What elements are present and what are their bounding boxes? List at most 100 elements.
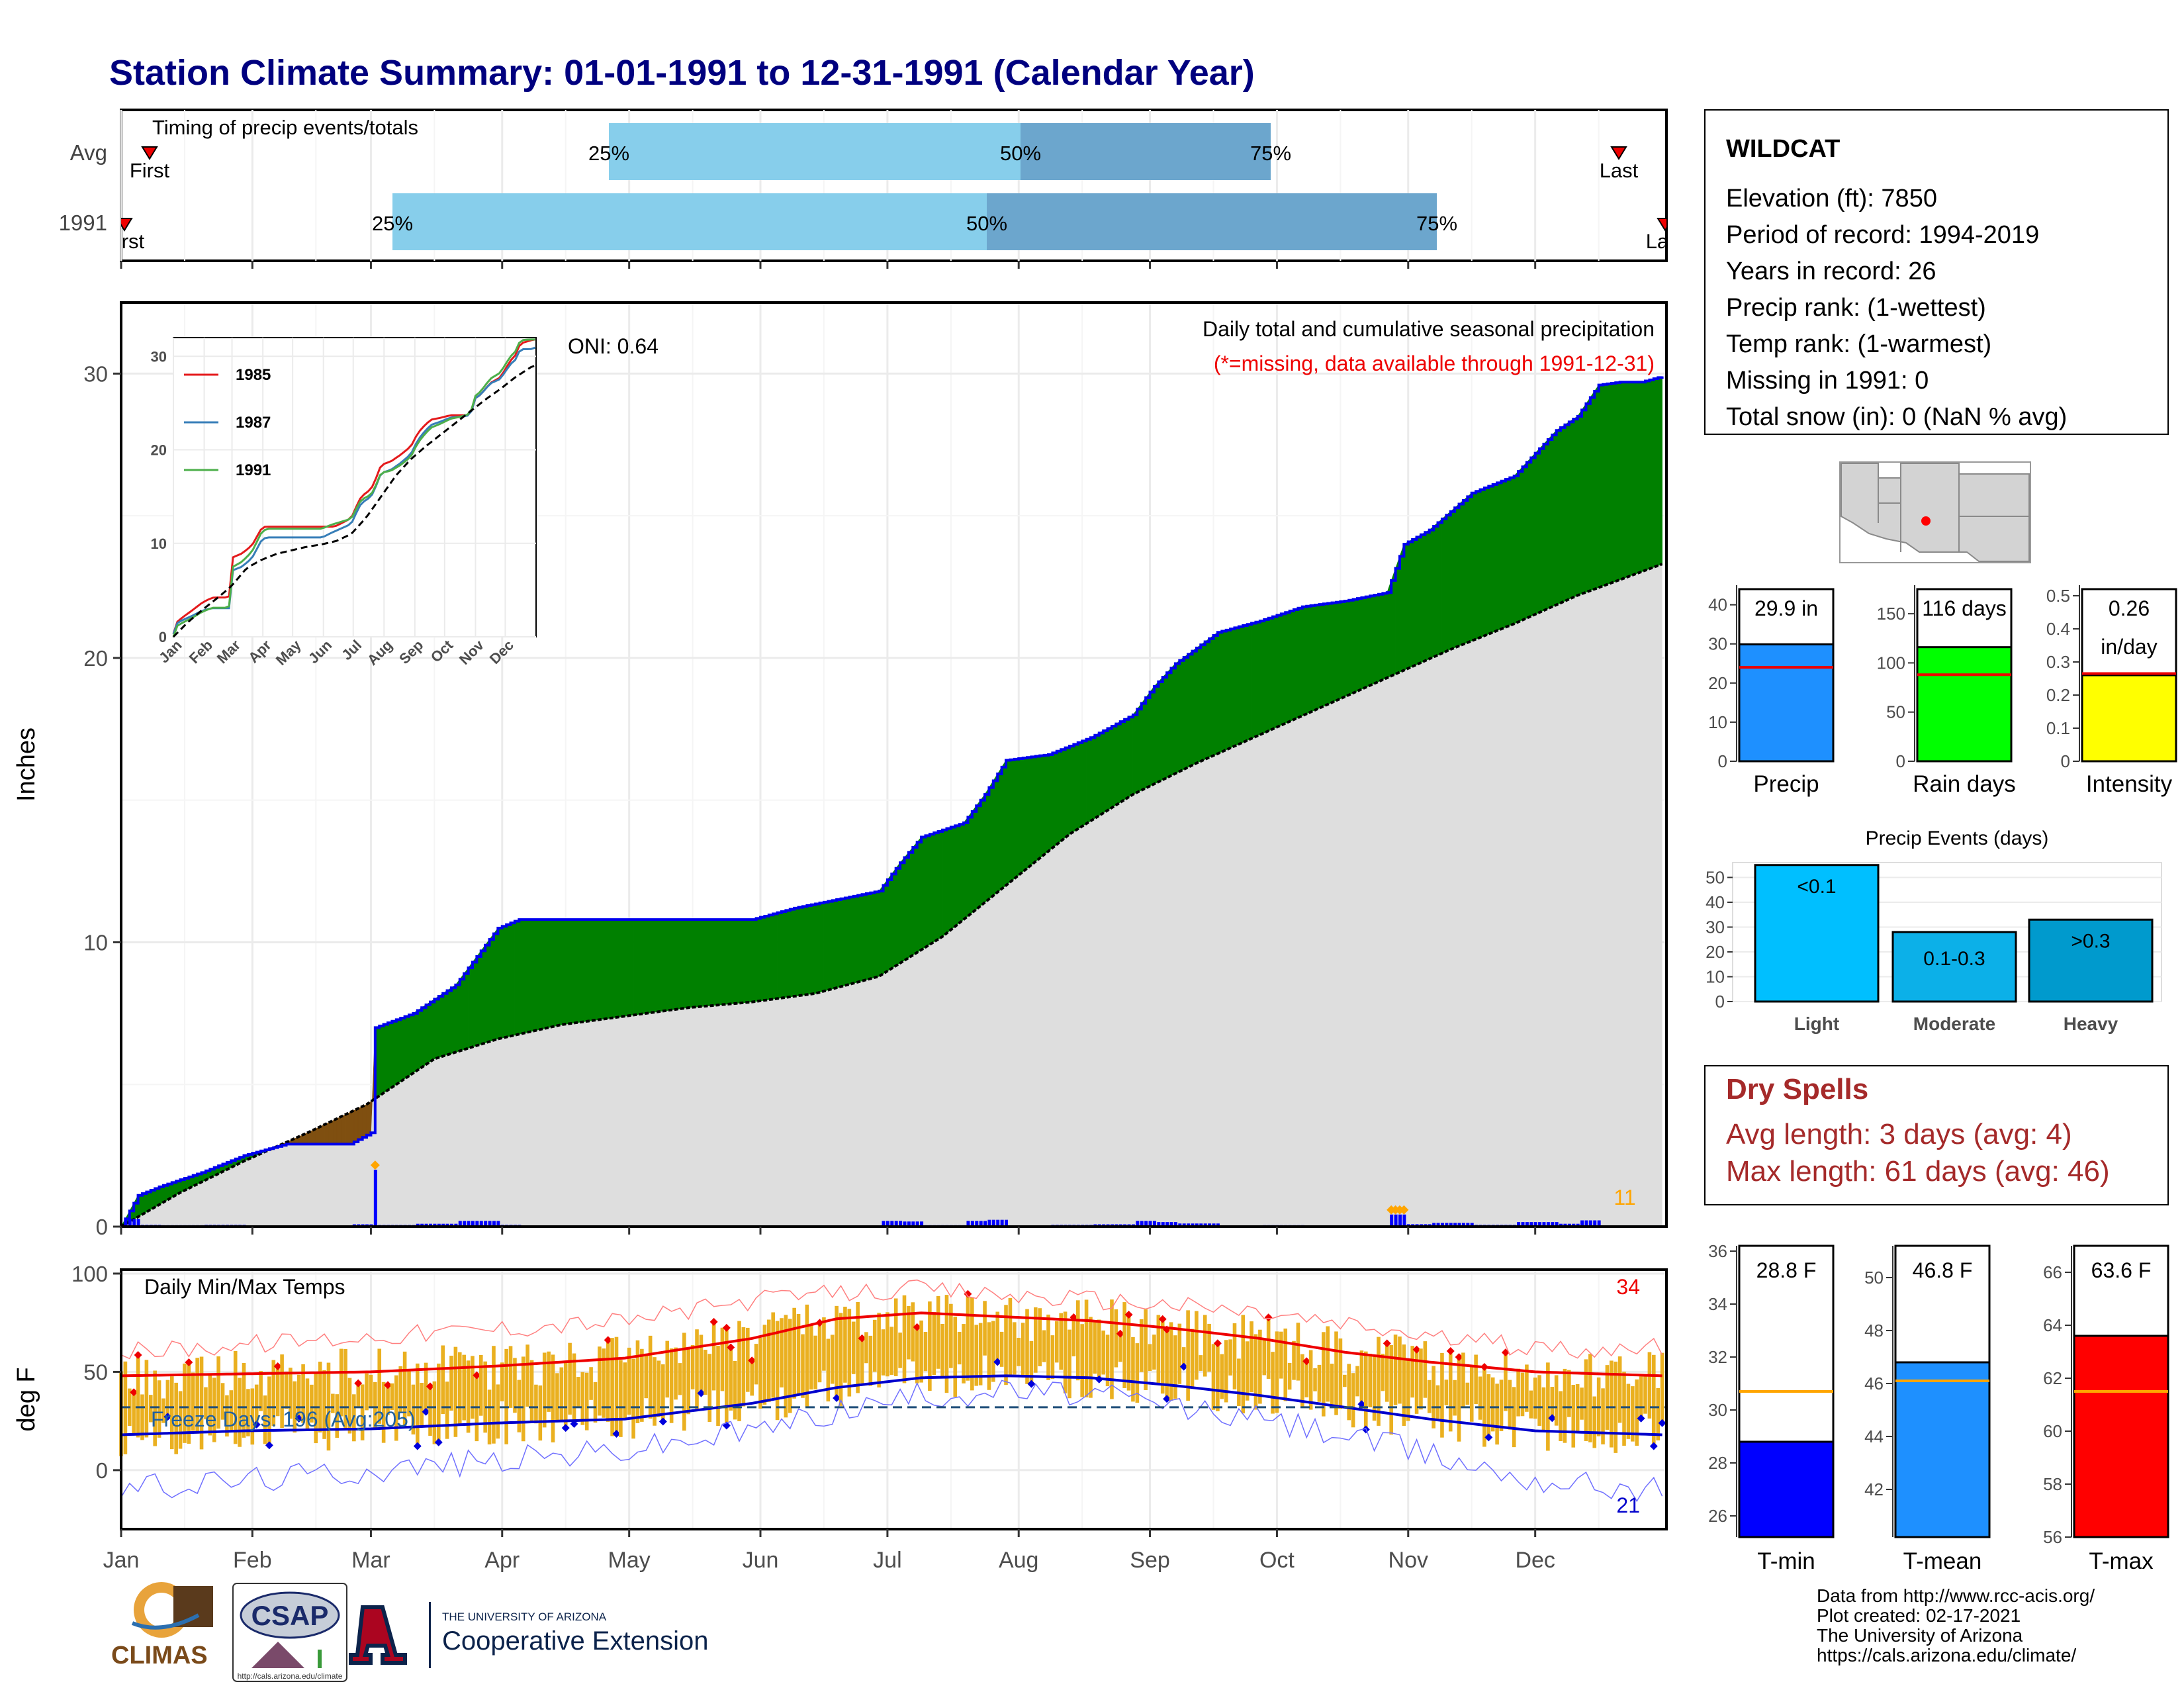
stat-tick-label: 0 — [2061, 751, 2070, 771]
precip-diff-segment — [1623, 381, 1629, 579]
tbar-name-label: T-min — [1757, 1548, 1815, 1574]
daily-precip-bar — [1529, 1222, 1533, 1227]
daily-temp-bar — [792, 1307, 796, 1399]
station-name: WILDCAT — [1726, 135, 1840, 163]
daily-temp-bar — [1283, 1328, 1288, 1401]
daily-temp-bar — [1004, 1305, 1008, 1385]
precip-diff-segment — [1039, 755, 1044, 859]
daily-precip-bar — [1136, 1221, 1140, 1227]
daily-precip-bar — [991, 1219, 995, 1227]
daily-temp-bar — [411, 1384, 416, 1434]
precip-diff-segment — [946, 827, 952, 934]
daily-temp-bar — [356, 1384, 361, 1409]
daily-temp-bar — [428, 1387, 432, 1436]
daily-temp-bar — [318, 1362, 322, 1432]
precip-diff-segment — [1383, 592, 1388, 680]
stat-tick-label: 0 — [1718, 751, 1727, 771]
daily-temp-bar — [296, 1374, 301, 1417]
daily-temp-bar — [602, 1348, 606, 1418]
daily-precip-bar — [136, 1219, 140, 1227]
daily-precip-bar — [1390, 1214, 1394, 1227]
precip-diff-segment — [772, 912, 778, 1000]
precip-diff-segment — [387, 1021, 392, 1091]
precip-diff-segment — [590, 919, 596, 1021]
daily-temp-bar — [1474, 1354, 1478, 1405]
daily-temp-bar — [911, 1302, 915, 1362]
daily-temp-bar — [529, 1360, 534, 1422]
daily-temp-bar — [1652, 1354, 1656, 1445]
daily-temp-bar — [1186, 1310, 1190, 1401]
daily-temp-bar — [1131, 1336, 1135, 1402]
daily-precip-bar — [437, 1223, 441, 1227]
month-label: Nov — [1388, 1548, 1428, 1573]
stat-tick-label: 100 — [1877, 653, 1905, 673]
precip-diff-segment — [1251, 622, 1256, 739]
month-label: May — [608, 1548, 651, 1573]
credits: Data from http://www.rcc-acis.org/ Plot … — [1817, 1585, 2095, 1665]
precip-diff-segment — [1056, 749, 1062, 845]
precip-diff-segment — [1048, 752, 1053, 852]
credit-line-1: Data from http://www.rcc-acis.org/ — [1817, 1585, 2095, 1606]
daily-precip-bar — [1169, 1222, 1173, 1227]
precip-diff-segment — [989, 780, 994, 900]
precip-diff-segment — [692, 919, 698, 1008]
precip-diff-segment — [802, 905, 807, 996]
daily-precip-bar — [1191, 1223, 1195, 1227]
daily-temp-bar — [1355, 1366, 1359, 1397]
hot-day-marker — [134, 1350, 142, 1359]
daily-temp-bar — [1567, 1370, 1571, 1417]
inset-line-1991 — [172, 338, 535, 637]
precip-diff-segment — [1107, 726, 1113, 811]
daily-precip-bar — [492, 1221, 496, 1227]
precip-diff-segment — [1420, 532, 1426, 663]
daily-temp-bar — [690, 1344, 695, 1389]
daily-precip-bar — [903, 1221, 907, 1227]
daily-temp-bar — [1093, 1320, 1097, 1374]
hot-day-marker — [1412, 1345, 1421, 1354]
stat-value-unit: in/day — [2101, 635, 2157, 659]
daily-precip-bar — [1398, 1214, 1402, 1227]
precip-diff-segment — [874, 890, 880, 978]
precip-diff-segment — [582, 919, 587, 1023]
precip-diff-segment — [870, 892, 876, 979]
precip-diff-segment — [1361, 596, 1367, 690]
precip-diff-segment — [1560, 424, 1565, 604]
tbar-value-label: 63.6 F — [2091, 1258, 2152, 1282]
inset-legend-label: 1987 — [236, 414, 271, 432]
precip-diff-segment — [1433, 522, 1438, 657]
cold-day-marker — [1163, 1395, 1171, 1403]
daily-temp-bar — [483, 1361, 487, 1433]
precip-subtitle: Daily total and cumulative seasonal prec… — [1203, 317, 1655, 341]
stat-tick-label: 30 — [1708, 634, 1727, 654]
daily-temp-bar — [1042, 1330, 1046, 1362]
precip-diff-segment — [535, 919, 541, 1031]
daily-temp-bar — [1381, 1354, 1385, 1391]
precip-diff-segment — [1332, 602, 1337, 703]
daily-precip-bar — [1432, 1223, 1436, 1227]
precip-diff-segment — [815, 902, 820, 994]
precip-diff-segment — [544, 919, 549, 1029]
daily-temp-bar — [580, 1372, 585, 1425]
daily-temp-bar — [1546, 1362, 1550, 1451]
daily-temp-bar — [729, 1348, 733, 1411]
precip-diff-segment — [1459, 500, 1464, 647]
precip-diff-segment — [1111, 724, 1116, 808]
daily-temp-bar — [1173, 1335, 1177, 1399]
daily-temp-bar — [1559, 1391, 1563, 1442]
precip-diff-segment — [1201, 641, 1205, 762]
precip-diff-segment — [1014, 758, 1019, 879]
daily-temp-bar — [471, 1356, 475, 1419]
daily-precip-bar — [886, 1221, 889, 1227]
daily-temp-bar — [1271, 1352, 1275, 1414]
events-bar-Heavy — [2028, 918, 2154, 1003]
daily-temp-bar — [1287, 1362, 1292, 1390]
daily-temp-bar — [1114, 1309, 1118, 1368]
daily-temp-bar — [132, 1393, 136, 1434]
hot-day-marker — [473, 1371, 481, 1380]
precip-diff-segment — [357, 1105, 363, 1141]
precip-diff-segment — [1302, 606, 1307, 716]
precip-diff-segment — [328, 1120, 334, 1145]
precip-diff-segment — [908, 847, 913, 959]
daily-temp-bar — [1368, 1354, 1372, 1407]
precip-diff-segment — [950, 825, 956, 931]
